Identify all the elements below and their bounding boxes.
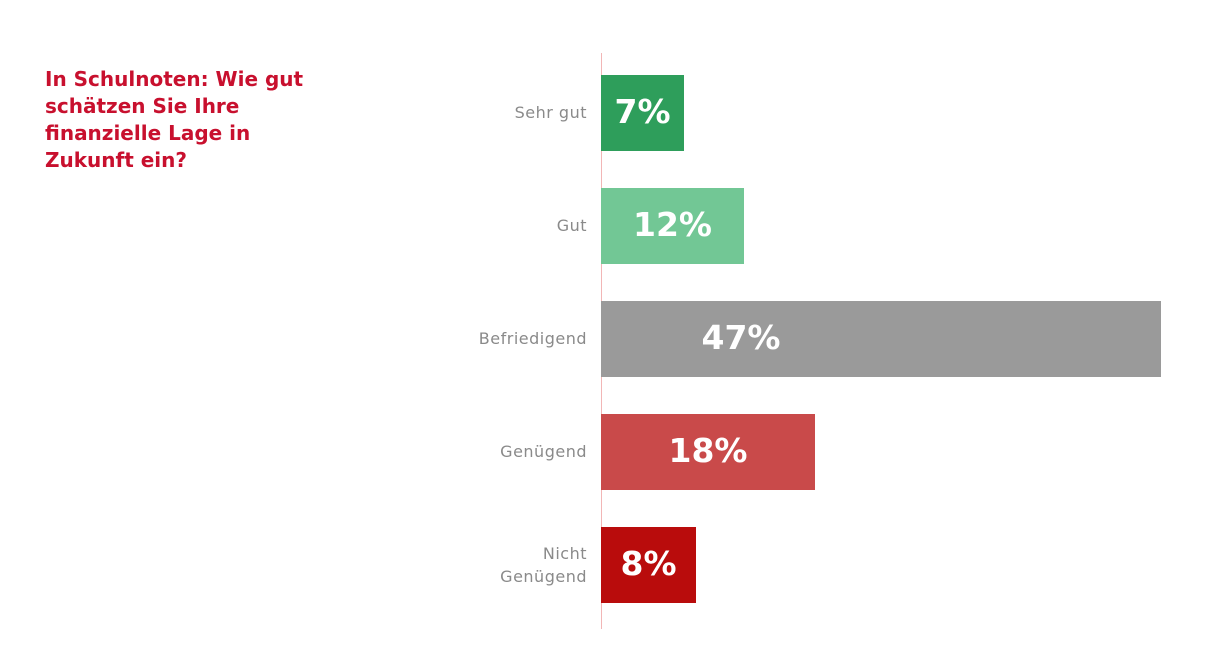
bar-area: 12% [601,188,1199,264]
chart-title: In Schulnoten: Wie gut schätzen Sie Ihre… [45,67,304,172]
bar-area: 7% [601,75,1199,151]
bar-area: 47% [601,301,1199,377]
category-label: Sehr gut [514,103,587,123]
bar-gut: 12% [601,188,744,264]
category-label: Nicht Genügend [500,543,587,586]
bar-sehr-gut: 7% [601,75,684,151]
bar-genügend: 18% [601,414,815,490]
bar-row: Genügend 18% [469,414,1199,490]
bar-befriedigend: 47% [601,301,1161,377]
bar-value-label: 8% [620,543,677,583]
bar-value-label: 7% [614,91,671,131]
bar-value-label: 12% [633,204,712,244]
category-label: Genügend [500,442,587,462]
bar-row: Gut 12% [469,188,1199,264]
bar-area: 18% [601,414,1199,490]
bar-rows: Sehr gut 7% Gut 12% Befriedigend 47% Genügend 1… [469,75,1199,603]
plot-area: Sehr gut 7% Gut 12% Befriedigend 47% Genügend 1… [469,53,1199,629]
bar-area: 8% [601,527,1199,603]
bar-row: Nicht Genügend 8% [469,527,1199,603]
bar-nicht-genügend: 8% [601,527,696,603]
category-label: Befriedigend [478,329,587,349]
bar-row: Befriedigend 47% [469,301,1199,377]
bar-value-label: 47% [701,317,781,357]
category-label: Gut [556,216,587,236]
bar-row: Sehr gut 7% [469,75,1199,151]
bar-value-label: 18% [668,430,748,470]
